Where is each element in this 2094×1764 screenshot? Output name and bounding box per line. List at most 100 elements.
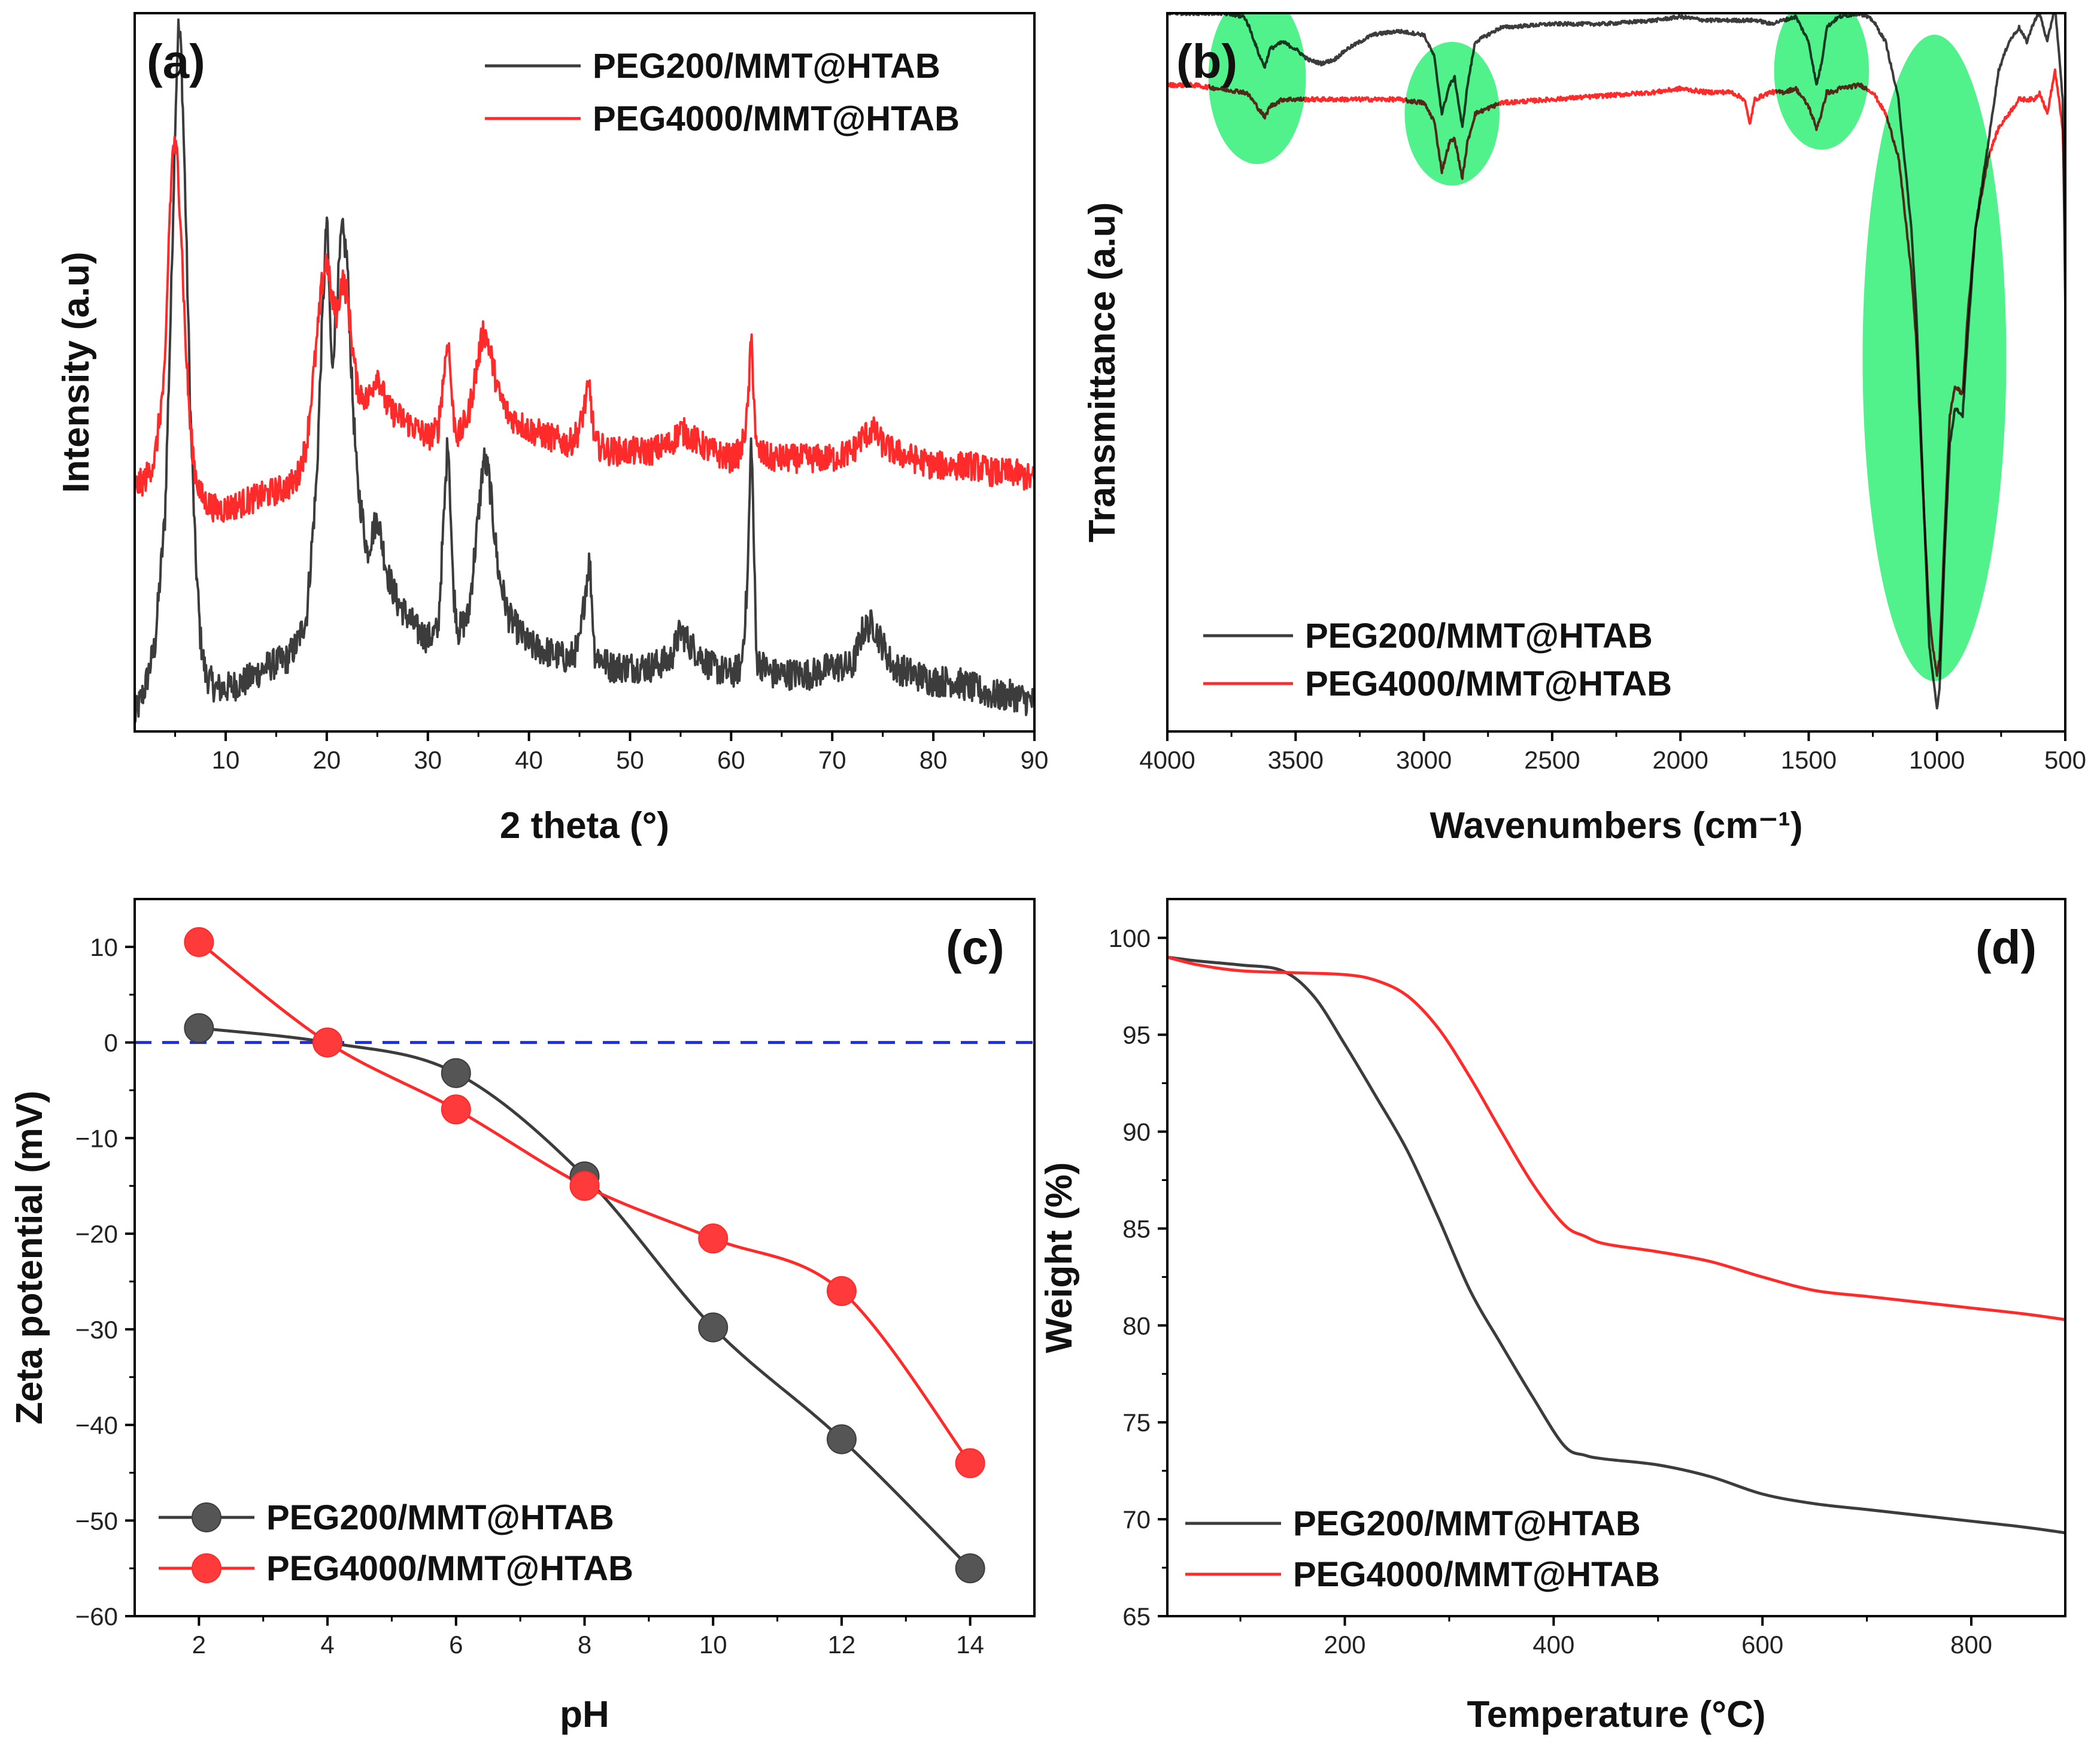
y-axis-title: Weight (%) [1039, 1162, 1080, 1353]
panel-label: (c) [946, 921, 1004, 974]
x-tick-label: 4 [320, 1631, 334, 1659]
x-tick-label: 10 [212, 746, 240, 774]
legend: PEG200/MMT@HTAB PEG4000/MMT@HTAB [1203, 617, 1672, 703]
chart-panel-c: 2 4 6 8 10 12 14 10 0 −10 −20 −30 −40 −50 −60 pH Zeta po… [9, 898, 1036, 1735]
data-point-s2-5 [698, 1223, 729, 1254]
legend-label-2: PEG4000/MMT@HTAB [593, 99, 960, 138]
legend-marker-1 [192, 1502, 221, 1532]
x-tick-label: 6 [449, 1631, 463, 1659]
y-tick-label: −50 [75, 1507, 118, 1535]
x-tick-label: 30 [414, 746, 442, 774]
legend-marker-2 [192, 1553, 221, 1583]
highlight-region-4 [1862, 35, 2007, 681]
plot-area [135, 940, 1034, 1569]
legend-label-1: PEG200/MMT@HTAB [1305, 617, 1653, 655]
y-tick-label: −60 [75, 1602, 118, 1631]
x-tick-label: 70 [818, 746, 846, 774]
series-line-1 [1167, 955, 2065, 1535]
y-tick-label: 100 [1109, 924, 1151, 952]
series-line-2 [135, 136, 1034, 523]
x-tick-label: 1000 [1909, 746, 1965, 774]
x-tick-label: 400 [1532, 1631, 1574, 1659]
highlight-region-1 [1208, 13, 1306, 164]
x-tick-label: 40 [515, 746, 543, 774]
y-tick-label: 65 [1122, 1602, 1151, 1631]
legend-label-2: PEG4000/MMT@HTAB [1305, 664, 1672, 703]
x-tick-label: 500 [2044, 746, 2086, 774]
plot-area [1167, 13, 2065, 710]
plot-frame [133, 12, 1036, 733]
highlight-region-2 [1404, 42, 1500, 186]
x-tick-label: 2 [192, 1631, 206, 1659]
x-tick-label: 10 [699, 1631, 727, 1659]
y-tick-label: 75 [1122, 1408, 1151, 1437]
plot-area [135, 18, 1034, 723]
legend-label-1: PEG200/MMT@HTAB [266, 1498, 614, 1537]
y-tick-label: 90 [1122, 1118, 1151, 1146]
panel-label: (d) [1975, 921, 2037, 974]
data-point-s1-6 [826, 1424, 857, 1455]
series-line-1 [1167, 13, 2065, 710]
series-line-1 [135, 18, 1034, 723]
y-tick-label: 80 [1122, 1311, 1151, 1340]
x-tick-label: 600 [1741, 1631, 1783, 1659]
chart-panel-a: 10 20 30 40 50 60 70 80 90 2 theta (°) Intensity (… [56, 12, 1048, 846]
chart-panel-d: 200 400 600 800 65 70 75 80 85 90 95 100 Temperature… [1039, 898, 2066, 1735]
data-point-s2-1 [184, 927, 214, 957]
x-tick-label: 12 [828, 1631, 856, 1659]
y-tick-label: 70 [1122, 1505, 1151, 1534]
y-tick-label: −20 [75, 1220, 118, 1248]
x-axis-title: Wavenumbers (cm⁻¹) [1430, 805, 1803, 846]
y-tick-label: 10 [90, 933, 118, 961]
x-axis-title: pH [560, 1694, 609, 1735]
data-point-s1-3 [441, 1058, 471, 1088]
data-point-s2-4 [569, 1171, 600, 1201]
data-point-s2-7 [955, 1448, 985, 1478]
series-line-2 [1167, 68, 2065, 677]
series-line-2 [198, 940, 972, 1464]
data-point-s1-5 [698, 1312, 729, 1343]
data-point-s2-2 [312, 1027, 343, 1058]
x-tick-label: 20 [313, 746, 341, 774]
highlight-region-3 [1774, 13, 1870, 150]
y-axis-title: Transmittance (a.u) [1082, 202, 1123, 542]
data-point-s1-7 [955, 1553, 985, 1584]
x-tick-label: 4000 [1139, 746, 1195, 774]
y-tick-label: 85 [1122, 1215, 1151, 1243]
y-axis-title: Zeta potential (mV) [9, 1091, 50, 1425]
legend-label-2: PEG4000/MMT@HTAB [266, 1549, 633, 1588]
legend: PEG200/MMT@HTAB PEG4000/MMT@HTAB [1185, 1504, 1660, 1594]
x-tick-label: 1500 [1781, 746, 1837, 774]
x-tick-label: 80 [919, 746, 948, 774]
legend-label-1: PEG200/MMT@HTAB [593, 47, 940, 86]
x-tick-label: 800 [1950, 1631, 1992, 1659]
x-axis-title: Temperature (°C) [1467, 1694, 1765, 1735]
y-tick-label: 0 [104, 1029, 118, 1057]
x-tick-label: 60 [717, 746, 745, 774]
legend-label-1: PEG200/MMT@HTAB [1293, 1504, 1641, 1543]
legend: PEG200/MMT@HTAB PEG4000/MMT@HTAB [485, 47, 960, 138]
x-tick-label: 3500 [1268, 746, 1324, 774]
panel-label: (b) [1176, 35, 1237, 88]
y-axis-title: Intensity (a.u) [56, 251, 97, 493]
plot-area [1167, 955, 2065, 1535]
plot-frame [1166, 898, 2066, 1617]
series-line-2 [1167, 955, 2065, 1322]
y-tick-label: −10 [75, 1124, 118, 1152]
x-tick-label: 200 [1324, 1631, 1365, 1659]
y-tick-label: −40 [75, 1411, 118, 1440]
x-tick-label: 3000 [1396, 746, 1452, 774]
y-tick-label: 95 [1122, 1021, 1151, 1049]
data-point-s2-6 [826, 1276, 857, 1306]
legend-label-2: PEG4000/MMT@HTAB [1293, 1555, 1660, 1594]
y-tick-label: −30 [75, 1316, 118, 1344]
data-point-s1-1 [184, 1013, 214, 1043]
x-tick-label: 50 [616, 746, 644, 774]
legend: PEG200/MMT@HTAB PEG4000/MMT@HTAB [159, 1498, 633, 1588]
x-tick-label: 2000 [1652, 746, 1708, 774]
x-tick-label: 14 [956, 1631, 984, 1659]
x-axis-title: 2 theta (°) [500, 805, 669, 846]
x-tick-label: 8 [578, 1631, 591, 1659]
chart-panel-b: 4000 3500 3000 2500 2000 1500 1000 500 Wavenumbe… [1082, 12, 2086, 846]
